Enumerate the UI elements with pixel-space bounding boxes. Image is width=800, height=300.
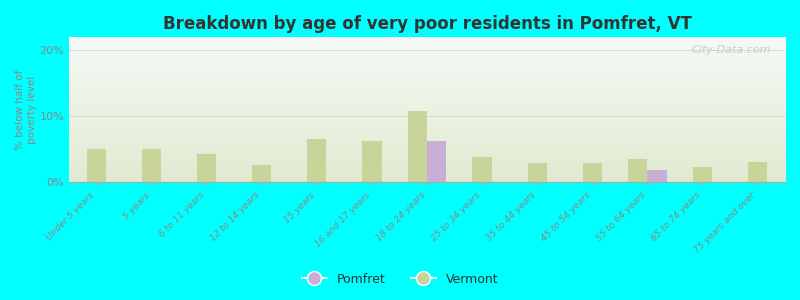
Bar (582, 163, 602, 182)
Bar (252, 165, 271, 182)
Bar (142, 149, 162, 182)
Bar (473, 157, 492, 181)
Y-axis label: % below half of
poverty level: % below half of poverty level (15, 69, 37, 150)
Bar (408, 111, 427, 182)
Bar (693, 167, 712, 182)
Title: Breakdown by age of very poor residents in Pomfret, VT: Breakdown by age of very poor residents … (162, 15, 691, 33)
Bar (628, 159, 647, 182)
Bar (87, 149, 106, 182)
Bar (647, 170, 666, 182)
Text: City-Data.com: City-Data.com (691, 44, 770, 55)
Bar (748, 162, 767, 182)
Bar (427, 141, 446, 182)
Bar (197, 154, 216, 182)
Bar (527, 163, 546, 182)
Legend: Pomfret, Vermont: Pomfret, Vermont (297, 268, 503, 291)
Bar (307, 139, 326, 182)
Bar (362, 141, 382, 182)
